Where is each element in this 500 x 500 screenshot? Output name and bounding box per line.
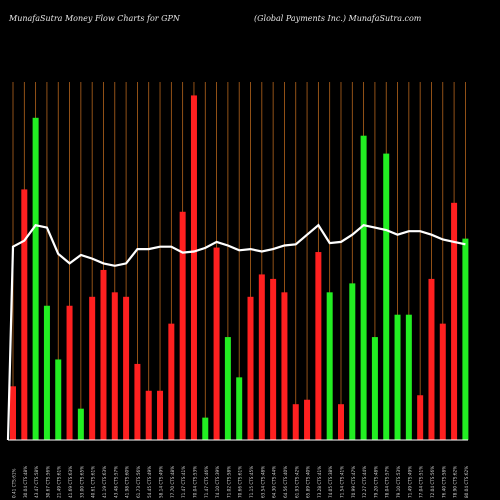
x-tick-label: 78.04 CTS:57% <box>385 466 390 498</box>
x-tick-label: 33.00 CTS:65% <box>79 466 84 498</box>
bar <box>292 404 299 440</box>
bar <box>394 314 401 440</box>
x-tick-label: 61.93 CTS:42% <box>294 466 299 498</box>
bar <box>202 417 209 440</box>
x-tick-label: 76.40 CTS:58% <box>441 466 446 498</box>
x-tick-label: 77.04 CTS:51% <box>419 466 424 498</box>
bar <box>32 117 39 441</box>
bar <box>213 247 220 440</box>
x-tick-label: 72.27 CTS:44% <box>362 466 367 498</box>
x-tick-label: 30.67 CTS:56% <box>45 466 50 498</box>
chart-subtitle: (Global Payments Inc.) MunafaSutra.com <box>254 14 422 23</box>
x-tick-label: 72.04 CTS:56% <box>430 466 435 498</box>
x-tick-label: 58.14 CTS:49% <box>159 466 164 498</box>
x-tick-label: 41.98 CTS:60% <box>125 466 130 498</box>
x-tick-label: 61.73 CTS:56% <box>136 466 141 498</box>
x-tick-label: 71.15 CTS:45% <box>249 466 254 498</box>
x-tick-label: 73.28 CTS:41% <box>317 466 322 498</box>
bar <box>349 283 356 440</box>
x-tick-label: 41.19 CTS:63% <box>102 466 107 498</box>
bar <box>462 238 469 440</box>
x-tick-label: 74.10 CTS:39% <box>215 466 220 498</box>
x-tick-label: 70.04 CTS:53% <box>192 466 197 498</box>
bar <box>360 135 367 440</box>
x-tick-label: 0.41 CTS:61% <box>12 468 17 498</box>
bar <box>258 274 265 440</box>
bar <box>145 390 152 440</box>
x-tick-label: 79.20 CTS:48% <box>373 466 378 498</box>
x-tick-label: 71.47 CTS:41% <box>181 466 186 498</box>
bar <box>247 296 254 440</box>
bar <box>337 404 344 440</box>
bar <box>326 292 333 440</box>
x-tick-label: 41.69 CTS:63% <box>68 466 73 498</box>
bar <box>439 323 446 440</box>
bar <box>270 278 277 440</box>
bar <box>100 269 107 440</box>
x-tick-label: 77.70 CTS:48% <box>170 466 175 498</box>
bar <box>451 202 458 440</box>
chart-title: MunafaSutra Money Flow Charts for GPN <box>9 14 180 23</box>
x-tick-label: 70.99 CTS:47% <box>351 466 356 498</box>
bar <box>168 323 175 440</box>
bar <box>304 399 311 440</box>
bar <box>89 296 96 440</box>
x-tick-label: 70.66 CTS:61% <box>238 466 243 498</box>
bar <box>281 292 288 440</box>
x-tick-label: 74.05 CTS:38% <box>328 466 333 498</box>
x-tick-label: 71.47 CTS:46% <box>204 466 209 498</box>
bar <box>428 278 435 440</box>
x-tick-label: 21.49 CTS:61% <box>57 466 62 498</box>
x-tick-label: 64.56 CTS:40% <box>283 466 288 498</box>
bar <box>123 296 130 440</box>
bar <box>66 305 73 440</box>
money-flow-line <box>6 223 466 441</box>
x-tick-label: 71.49 CTS:49% <box>407 466 412 498</box>
x-tick-labels: 0.41 CTS:61% 30.04 CTS:48% 43.47 CTS:58% 30… <box>12 466 469 498</box>
bar <box>77 408 84 440</box>
x-tick-label: 40.61 CTS:61% <box>91 466 96 498</box>
bar <box>111 292 118 440</box>
bar <box>157 390 164 440</box>
bar <box>10 386 16 440</box>
x-tick-label: 71.54 CTS:41% <box>339 466 344 498</box>
x-tick-label: 65.89 CTS:40% <box>306 466 311 498</box>
x-tick-label: 78.90 CTS:62% <box>453 466 458 498</box>
bar <box>236 377 243 440</box>
bar <box>315 252 322 440</box>
bar <box>21 189 28 440</box>
x-tick-label: 30.04 CTS:48% <box>23 466 28 498</box>
bar <box>134 363 141 440</box>
bar <box>43 305 50 440</box>
bar <box>55 359 62 440</box>
x-tick-label: 71.02 CTS:58% <box>226 466 231 498</box>
bar <box>179 211 186 440</box>
bar <box>190 95 197 441</box>
bar <box>383 153 390 440</box>
bars <box>10 95 469 441</box>
x-tick-label: 43.47 CTS:58% <box>34 466 39 498</box>
x-tick-label: 79.10 CTS:53% <box>396 466 401 498</box>
x-tick-label: 54.45 CTS:49% <box>147 466 152 498</box>
bar <box>405 314 412 440</box>
bar <box>417 395 424 440</box>
x-tick-label: 64.30 CTS:44% <box>272 466 277 498</box>
bar <box>371 337 378 440</box>
bar <box>224 337 231 440</box>
x-tick-label: 43.48 CTS:57% <box>113 466 118 498</box>
x-tick-label: 80.04 CTS:62% <box>464 466 469 498</box>
x-tick-label: 63.54 CTS:48% <box>260 466 265 498</box>
